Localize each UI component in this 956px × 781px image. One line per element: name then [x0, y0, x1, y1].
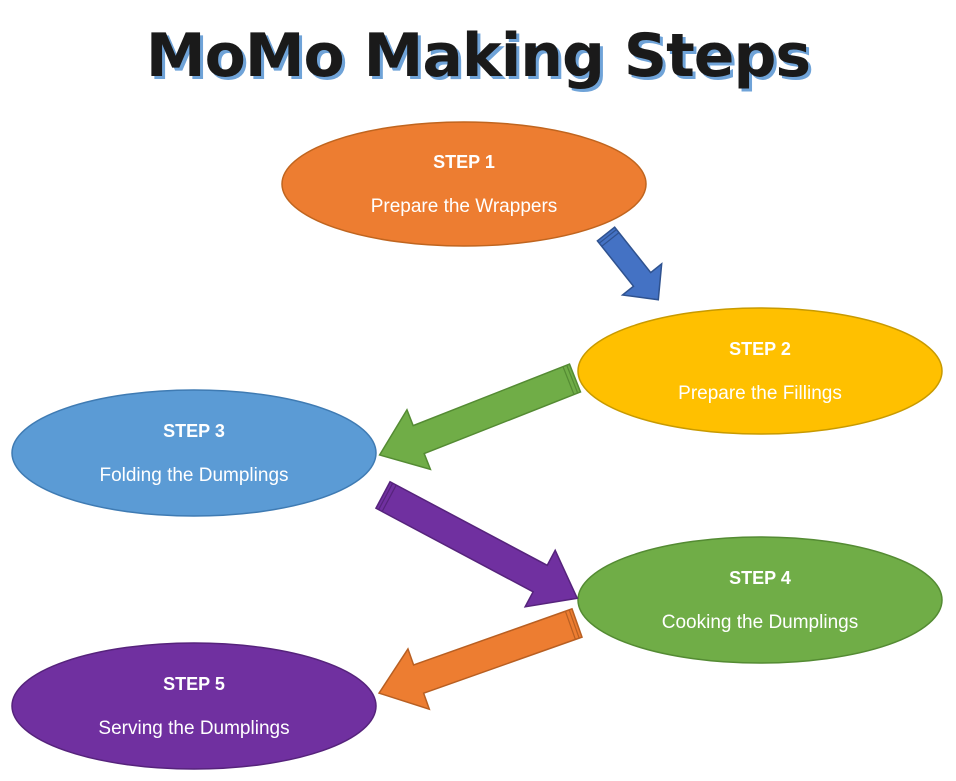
step-2-node: STEP 2 Prepare the Fillings — [578, 308, 942, 434]
step-5-label: STEP 5 — [163, 673, 225, 694]
step-2-ellipse — [577, 307, 943, 435]
step-4-text: Cooking the Dumplings — [661, 611, 859, 633]
step-1-text: Prepare the Wrappers — [370, 195, 558, 217]
step-4-ellipse — [577, 536, 943, 664]
step-4-node: STEP 4 Cooking the Dumplings — [578, 537, 942, 663]
arrow-step1-to-step2 — [596, 226, 663, 301]
arrow-step4-to-step5 — [377, 607, 583, 711]
step-2-text: Prepare the Fillings — [678, 382, 842, 404]
step-1-node: STEP 1 Prepare the Wrappers — [282, 122, 646, 246]
step-3-ellipse — [11, 389, 377, 517]
page-title: MoMo Making Steps — [145, 21, 811, 91]
step-1-ellipse — [281, 121, 647, 247]
step-5-node: STEP 5 Serving the Dumplings — [12, 643, 376, 769]
arrow-step3-to-step4 — [374, 480, 579, 608]
step-3-text: Folding the Dumplings — [99, 464, 289, 486]
step-5-text: Serving the Dumplings — [98, 717, 290, 739]
step-1-label: STEP 1 — [433, 151, 495, 172]
step-5-ellipse — [11, 642, 377, 770]
step-3-label: STEP 3 — [163, 420, 225, 441]
step-3-node: STEP 3 Folding the Dumplings — [12, 390, 376, 516]
step-4-label: STEP 4 — [729, 567, 791, 588]
step-2-label: STEP 2 — [729, 338, 791, 359]
arrow-step2-to-step3 — [378, 363, 582, 471]
